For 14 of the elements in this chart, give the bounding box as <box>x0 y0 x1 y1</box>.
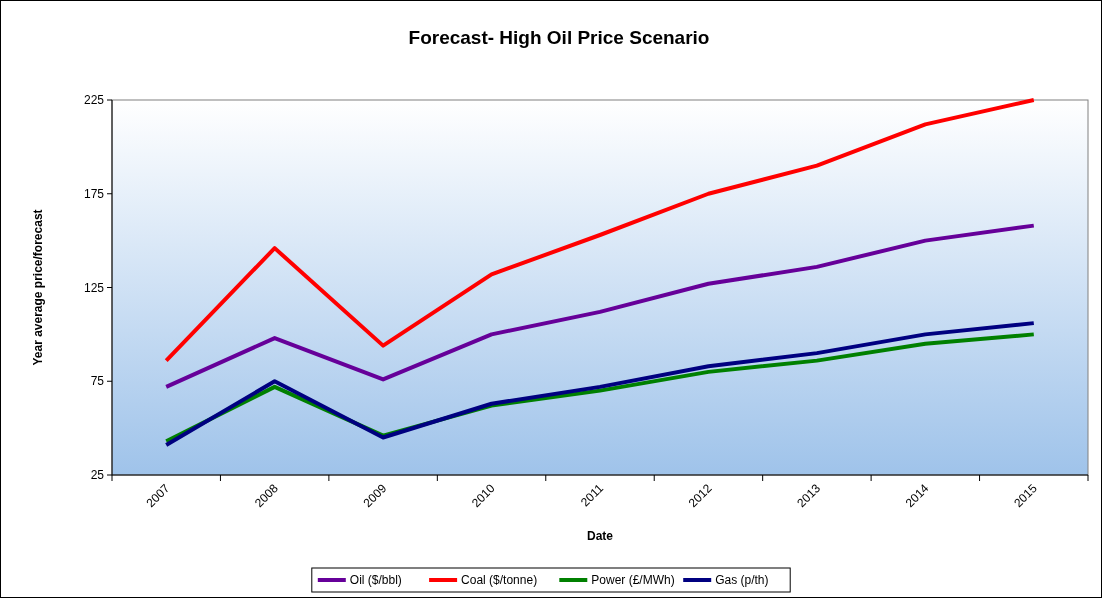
y-axis-title: Year average price/forecast <box>31 209 45 366</box>
y-tick-label: 175 <box>83 186 105 201</box>
legend-label: Coal ($/tonne) <box>461 573 538 587</box>
legend-label: Power (£/MWh) <box>591 573 675 587</box>
y-tick-label: 25 <box>90 468 105 482</box>
legend-label: Gas (p/th) <box>715 573 769 587</box>
chart-title: Forecast- High Oil Price Scenario <box>408 27 710 48</box>
legend-label: Oil ($/bbl) <box>349 573 402 587</box>
line-series <box>164 223 1036 389</box>
y-tick-label: 125 <box>83 280 105 295</box>
x-axis-title: Date <box>586 529 614 543</box>
y-tick-label: 225 <box>83 93 105 107</box>
line-series <box>164 98 1036 363</box>
y-tick-label: 75 <box>90 374 105 389</box>
